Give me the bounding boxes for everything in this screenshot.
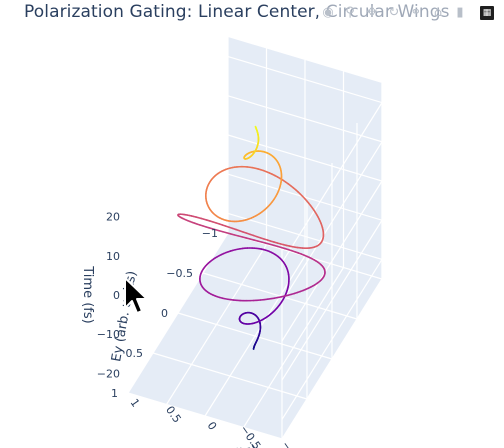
video-camera-icon[interactable]: ▮ <box>456 5 464 20</box>
z-tick-label: 20 <box>106 211 120 224</box>
turntable-rotation-icon[interactable]: ⚭ <box>410 5 422 20</box>
pan-icon[interactable]: ✥ <box>366 5 378 20</box>
y-tick-label: 1 <box>111 387 118 400</box>
grid-line <box>281 102 383 263</box>
grid-line <box>227 56 383 104</box>
x-tick-label: 1 <box>128 396 143 409</box>
x-axis-title: Ex (arb. units) <box>166 442 259 448</box>
grid-line <box>227 95 383 143</box>
grid-line <box>281 259 383 420</box>
grid-line <box>281 219 383 381</box>
modebar: ◉ ⚲ ✥ ↻ ⚭ ⌂ ▮ ▦ <box>318 2 496 24</box>
grid-line <box>227 173 383 221</box>
reset-camera-icon[interactable]: ⌂ <box>433 5 443 20</box>
z-tick-label: −20 <box>97 367 120 380</box>
grid-line <box>152 352 308 400</box>
grid-line <box>227 134 383 182</box>
grid-line <box>227 212 383 260</box>
grid-line <box>281 141 383 303</box>
y-tick-label: 0.5 <box>126 347 144 360</box>
grid-line <box>177 312 333 360</box>
z-axis-title: Time (fs) <box>80 265 95 323</box>
y-tick-label: −0.5 <box>166 267 193 280</box>
z-tick-label: −10 <box>97 328 120 341</box>
grid-line <box>127 392 283 440</box>
zoom-icon[interactable]: ⚲ <box>345 5 355 20</box>
grid-line <box>281 180 383 342</box>
grid-line <box>202 272 358 320</box>
y-tick-label: −1 <box>202 227 218 240</box>
mouse-pointer-icon <box>124 277 148 314</box>
plotly-logo-icon[interactable]: ▦ <box>480 6 494 20</box>
z-tick-label: 10 <box>106 250 120 263</box>
z-tick-label: 0 <box>113 289 120 302</box>
x-tick-label: 0 <box>205 419 220 432</box>
x-tick-label: −1 <box>279 439 299 448</box>
y-tick-label: 0 <box>161 307 168 320</box>
camera-icon[interactable]: ◉ <box>322 5 334 20</box>
orbit-rotation-icon[interactable]: ↻ <box>388 5 400 20</box>
